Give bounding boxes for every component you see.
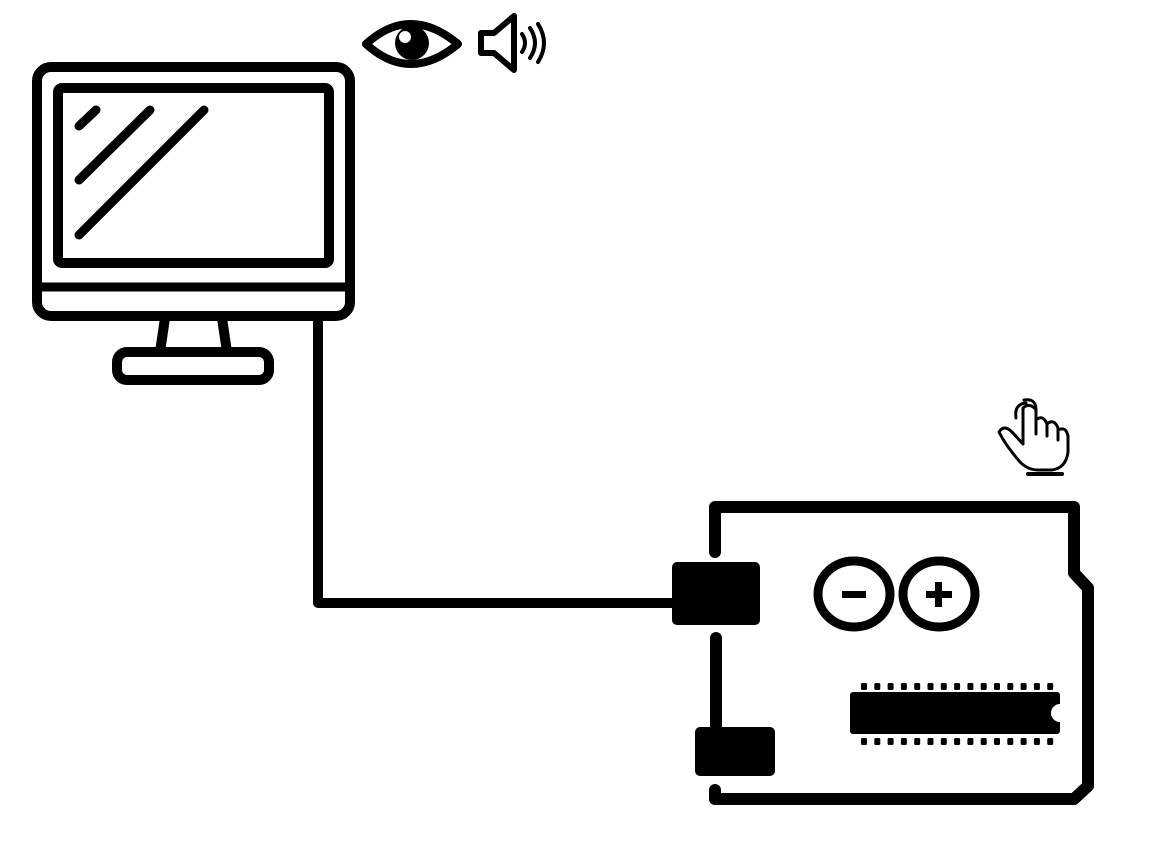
microcontroller-chip	[850, 683, 1060, 745]
chip-pin	[1020, 738, 1027, 745]
chip-pin	[900, 683, 907, 690]
power-jack	[695, 727, 775, 776]
chip-pin	[1047, 683, 1054, 690]
chip-pin	[954, 738, 961, 745]
chip-pin	[1007, 683, 1014, 690]
chip-pin	[900, 738, 907, 745]
chip-pin	[874, 738, 881, 745]
arduino-logo	[813, 556, 980, 632]
monitor-icon	[32, 62, 355, 385]
chip-pin	[887, 683, 894, 690]
chip-pin	[927, 738, 934, 745]
chip-pin	[1007, 738, 1014, 745]
usb-cable	[313, 313, 681, 608]
chip-pin	[994, 683, 1000, 690]
monitor-stand	[112, 313, 274, 385]
chip-pin	[861, 738, 867, 745]
chip-pin	[861, 683, 867, 690]
hand-pointer-icon	[997, 398, 1070, 476]
speaker-icon	[478, 13, 546, 73]
chip-pin	[954, 683, 961, 690]
screen-glare	[74, 105, 209, 240]
chip-pins	[861, 683, 1054, 745]
chip-pin	[914, 738, 921, 745]
chip-pin	[1020, 683, 1027, 690]
usb-port	[672, 562, 760, 625]
chip-pin	[940, 683, 947, 690]
chip-pin	[914, 683, 921, 690]
chip-pin	[994, 738, 1000, 745]
eye-icon	[362, 20, 462, 68]
chip-pin	[967, 738, 974, 745]
chip-pin	[874, 683, 881, 690]
chip-pin	[1033, 738, 1040, 745]
chip-pin	[980, 738, 987, 745]
chip-pin	[887, 738, 894, 745]
chip-pin	[1047, 738, 1054, 745]
chip-pin	[967, 683, 974, 690]
chip-pin	[927, 683, 934, 690]
chip-pin	[980, 683, 987, 690]
arduino-board-icon	[672, 501, 1094, 805]
chip-pin	[940, 738, 947, 745]
chip-pin	[1033, 683, 1040, 690]
